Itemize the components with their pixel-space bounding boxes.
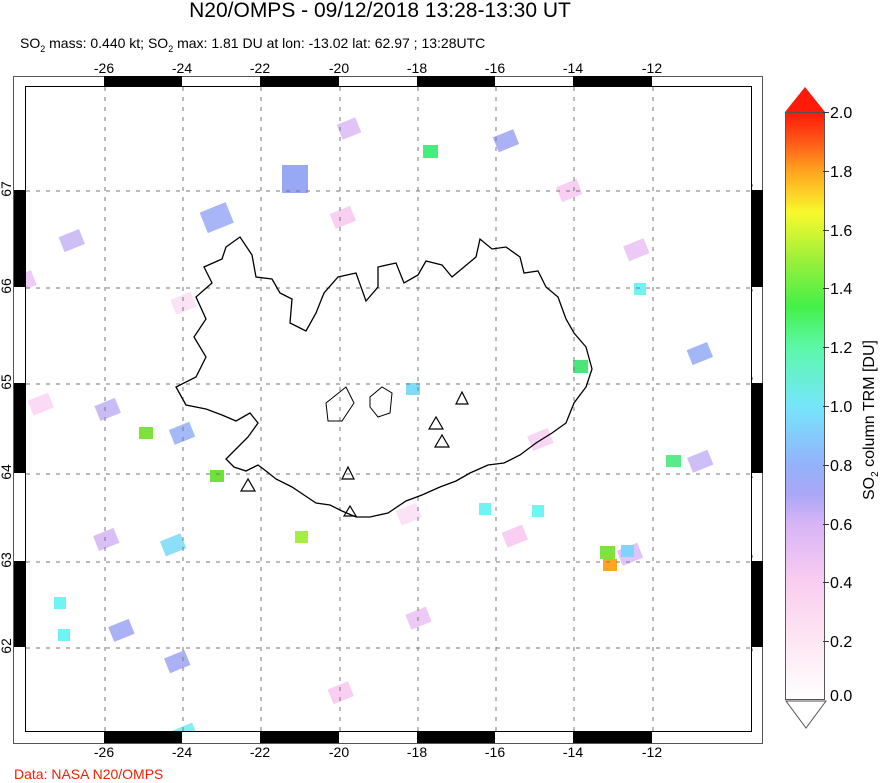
colorbar-label: 1.6 [830,223,853,240]
colorbar-tick [823,406,829,407]
colorbar-tick [823,288,829,289]
lat-scale-bar-right [752,561,763,647]
so2-pixel-high [423,145,438,158]
lat-scale-bar-left [14,561,25,647]
colorbar-tick [823,582,829,583]
glacier-outline [325,386,355,422]
glacier-outline [369,386,393,418]
lon-scale-bar-bottom [573,732,652,743]
so2-label: SO [20,35,41,51]
colorbar-tick [823,524,829,525]
so2-mass-text: mass: 0.440 kt; [45,35,148,51]
lon-label-top: -12 [641,60,663,76]
lon-label-top: -20 [328,60,350,76]
iceland-coastline [175,236,593,518]
lon-label-bottom: -12 [641,744,663,760]
lat-scale-bar-right [752,383,763,473]
lat-scale-bar-left [14,383,25,473]
lon-scale-bar-top [260,76,339,86]
colorbar-label: 0.0 [830,688,853,705]
colorbar-tick [823,112,829,113]
lon-scale-bar-bottom [104,732,182,743]
lat-label-left: 64 [0,464,14,480]
so2-max-text: max: 1.81 DU at lon: -13.02 lat: 62.97 ;… [173,35,486,51]
lat-label-left: 67 [0,181,14,197]
lat-scale-bar-left [14,190,25,287]
lon-label-top: -22 [249,60,271,76]
lon-label-top: -16 [484,60,506,76]
graticule [26,87,751,731]
lon-label-bottom: -24 [171,744,193,760]
colorbar-title-sub: 2 [870,471,882,477]
so2-map[interactable] [25,86,752,732]
colorbar-tick [823,171,829,172]
colorbar-label: 1.0 [830,399,853,416]
colorbar-title: SO2 column TRM [DU] [861,300,881,500]
so2-pixel-layer [26,87,751,731]
lon-label-bottom: -18 [406,744,428,760]
lon-label-bottom: -20 [328,744,350,760]
lon-label-bottom: -16 [484,744,506,760]
colorbar-label: 0.2 [830,634,853,651]
lon-label-top: -24 [171,60,193,76]
volcano-markers [239,390,469,517]
lat-scale-bar-right [752,190,763,287]
colorbar [785,112,825,700]
colorbar-title-suffix: column TRM [DU] [861,340,878,472]
colorbar-label: 0.4 [830,575,853,592]
lon-label-top: -18 [406,60,428,76]
lon-label-top: -14 [562,60,584,76]
colorbar-tick [823,641,829,642]
colorbar-tick [823,230,829,231]
lon-scale-bar-top [417,76,495,86]
lon-label-bottom: -14 [562,744,584,760]
data-credit: Data: NASA N20/OMPS [14,766,164,782]
map-title: N20/OMPS - 09/12/2018 13:28-13:30 UT [189,0,571,22]
colorbar-tick [823,347,829,348]
colorbar-label: 2.0 [830,105,853,122]
colorbar-tick [823,465,829,466]
lon-scale-bar-bottom [260,732,339,743]
lon-scale-bar-top [104,76,182,86]
so2-subscript: 2 [168,43,174,54]
colorbar-max-arrow [785,87,825,112]
lat-label-left: 63 [0,552,14,568]
lon-label-bottom: -26 [93,744,115,760]
colorbar-min-arrow [785,700,827,729]
lon-scale-bar-bottom [417,732,495,743]
colorbar-label: 1.4 [830,281,853,298]
colorbar-label: 1.8 [830,164,853,181]
lon-label-bottom: -22 [249,744,271,760]
colorbar-label: 0.6 [830,517,853,534]
lat-label-left: 65 [0,374,14,390]
lat-label-left: 62 [0,638,14,654]
lon-scale-bar-top [573,76,652,86]
colorbar-label: 1.2 [830,340,853,357]
lon-label-top: -26 [93,60,115,76]
colorbar-title-prefix: SO [861,476,878,500]
lat-label-left: 66 [0,278,14,294]
map-subtitle: SO2 mass: 0.440 kt; SO2 max: 1.81 DU at … [20,35,485,54]
so2-max-pixel [603,559,617,571]
colorbar-label: 0.8 [830,458,853,475]
so2-label: SO [147,35,169,51]
so2-subscript: 2 [40,43,46,54]
